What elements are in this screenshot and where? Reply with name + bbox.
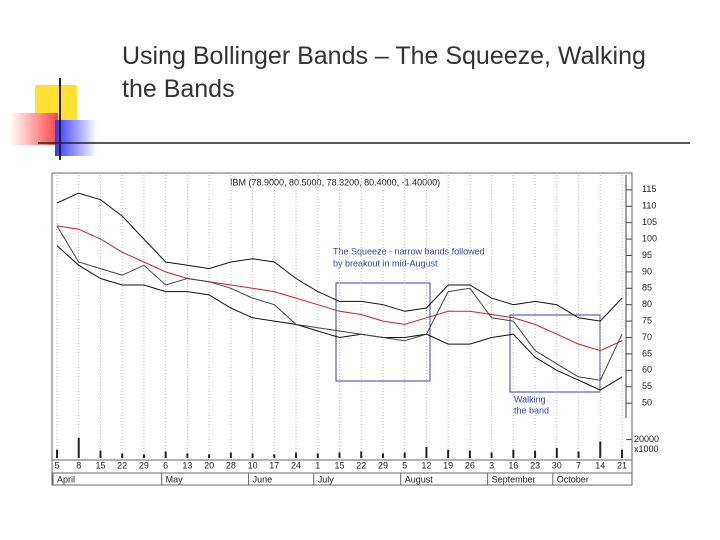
x-tick-label: 23 <box>530 460 540 470</box>
x-tick-label: 19 <box>443 460 453 470</box>
walking-box <box>509 314 601 393</box>
x-tick-label: 15 <box>95 460 105 470</box>
volume-bar <box>208 454 211 458</box>
series-line <box>56 225 623 352</box>
x-tick-label: 5 <box>54 460 59 470</box>
x-tick-label: 22 <box>356 460 366 470</box>
y-tick-label: 80 <box>642 299 652 309</box>
y-tick-label: 85 <box>642 283 652 293</box>
volume-bar <box>229 452 232 458</box>
volume-bar <box>273 454 276 458</box>
volume-bar <box>403 452 406 458</box>
y2-tick-label: 20000 <box>634 434 659 444</box>
volume-bar <box>599 441 602 458</box>
y-tick-label: 65 <box>642 348 652 358</box>
volume-bar <box>555 447 558 458</box>
x-tick-label: 6 <box>163 460 168 470</box>
y-tick-label: 50 <box>642 398 652 408</box>
annotation: the band <box>514 405 549 415</box>
y-tick-label: 70 <box>642 332 652 342</box>
x-tick-label: 24 <box>291 460 301 470</box>
y-tick-label: 115 <box>642 184 656 194</box>
x-tick-label: 29 <box>378 460 388 470</box>
volume-bar <box>186 453 189 458</box>
x-tick-label: 29 <box>139 460 149 470</box>
annotation: Walking <box>514 394 546 404</box>
volume-bar <box>316 453 319 458</box>
y-tick-label: 100 <box>642 233 657 243</box>
volume-bar <box>621 449 623 458</box>
x-tick-label: 12 <box>421 460 431 470</box>
volume-bar <box>512 449 515 458</box>
volume-bar <box>534 450 537 458</box>
y-tick-label: 110 <box>642 201 656 211</box>
month-label: October <box>557 474 589 484</box>
x-tick-label: 5 <box>402 460 407 470</box>
x-tick-label: 30 <box>552 460 562 470</box>
y2-unit: x1000 <box>634 444 659 454</box>
x-tick-label: 3 <box>489 460 494 470</box>
y-tick-label: 60 <box>642 365 652 375</box>
annotation: The Squeeze - narrow bands followed <box>333 246 485 256</box>
x-tick-label: 7 <box>576 460 581 470</box>
series-line <box>56 192 623 322</box>
volume-bar <box>425 446 428 458</box>
volume-bar <box>56 449 58 458</box>
volume-bar <box>77 437 80 458</box>
title-line: the Bands <box>122 75 235 103</box>
x-tick-label: 26 <box>465 460 475 470</box>
x-tick-label: 16 <box>508 460 518 470</box>
volume-bar <box>142 454 145 458</box>
x-tick-label: 14 <box>595 460 605 470</box>
y-tick-label: 105 <box>642 217 657 227</box>
x-tick-label: 28 <box>226 460 236 470</box>
month-label: August <box>405 474 434 484</box>
month-label: May <box>166 474 184 484</box>
volume-bar <box>338 452 341 458</box>
volume-bar <box>164 451 167 458</box>
annotation: by breakout in mid-August <box>333 258 438 268</box>
x-tick-label: 17 <box>269 460 279 470</box>
volume-bar <box>577 451 580 458</box>
x-tick-label: 1 <box>315 460 320 470</box>
title-line: Using Bollinger Bands – The Squeeze, Wal… <box>122 42 646 70</box>
x-tick-label: 8 <box>76 460 81 470</box>
x-tick-label: 15 <box>334 460 344 470</box>
volume-bar <box>99 450 102 458</box>
month-label: June <box>253 474 273 484</box>
volume-bar <box>468 450 471 458</box>
series-line <box>56 225 623 381</box>
volume-bar <box>360 451 363 458</box>
volume-bar <box>381 453 384 458</box>
month-label: July <box>318 474 335 484</box>
x-tick-label: 10 <box>248 460 258 470</box>
volume-bar <box>251 453 254 458</box>
slide-title: Using Bollinger Bands – The Squeeze, Wal… <box>122 40 646 106</box>
x-tick-label: 20 <box>204 460 214 470</box>
y-tick-label: 90 <box>642 266 652 276</box>
volume-bar <box>447 449 450 458</box>
y-tick-label: 95 <box>642 250 652 260</box>
series-line <box>56 245 623 391</box>
month-label: September <box>492 474 536 484</box>
x-tick-label: 13 <box>182 460 192 470</box>
volume-bar <box>295 452 298 458</box>
x-tick-label: 22 <box>117 460 127 470</box>
y-tick-label: 55 <box>642 381 652 391</box>
month-label: April <box>57 474 75 484</box>
legend-text: IBM (78.9000, 80.5000, 78.3200, 80.4000,… <box>230 177 440 187</box>
y-tick-label: 75 <box>642 315 652 325</box>
volume-bar <box>490 452 493 458</box>
x-tick-label: 21 <box>617 460 627 470</box>
volume-bar <box>121 453 124 458</box>
